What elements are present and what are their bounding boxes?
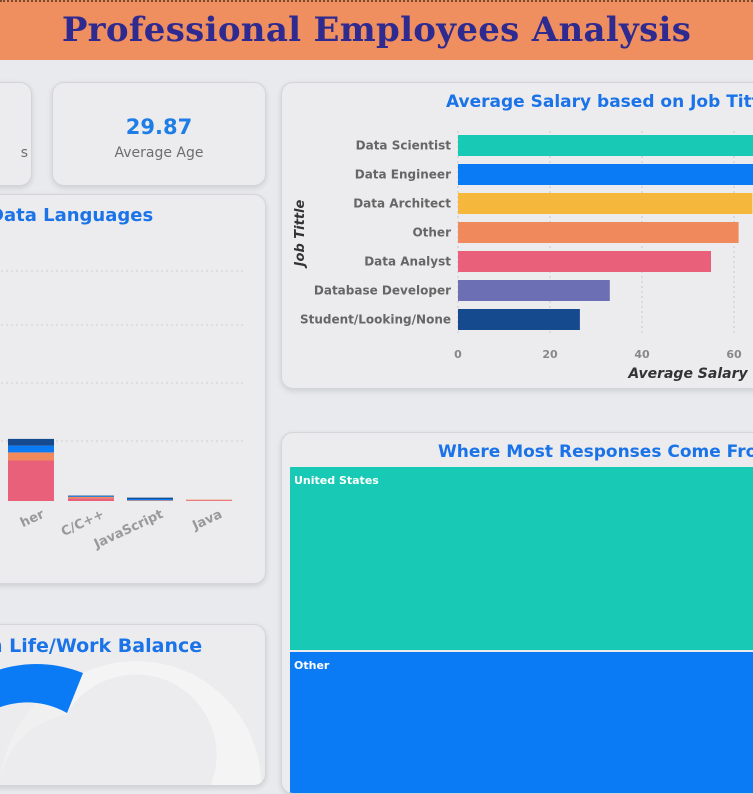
bar — [458, 193, 753, 214]
bar — [458, 251, 711, 272]
treemap-label: Other — [294, 659, 330, 672]
chart-title: Where Most Responses Come From — [438, 442, 753, 462]
stacked-bar-segment — [68, 495, 114, 497]
treemap-label: United States — [294, 474, 379, 487]
stacked-bar-segment — [68, 496, 114, 499]
chart-title: Data Languages — [0, 205, 154, 226]
treemap-tile-united-states[interactable]: United States — [290, 467, 753, 650]
stacked-bar-segment — [127, 500, 173, 501]
header-banner: Professional Employees Analysis — [0, 0, 753, 60]
languages-gridlines — [1, 270, 243, 442]
donut-segment-blue — [0, 664, 83, 713]
stacked-bar-segment — [8, 460, 54, 501]
kpi-label: s — [20, 145, 28, 161]
y-axis-title: Job Tittle — [293, 200, 308, 270]
life-work-balance-card[interactable]: n Life/Work Balance — [0, 624, 266, 786]
x-category-label: her — [18, 507, 47, 531]
x-tick-label: 40 — [634, 348, 650, 361]
salary-bars — [458, 135, 753, 330]
x-axis-title: Average Salary — [627, 366, 748, 382]
stacked-bar-segment — [8, 452, 54, 461]
kpi-value: 29.87 — [125, 115, 193, 139]
responses-origin-card[interactable]: Where Most Responses Come From United St… — [281, 432, 753, 794]
stacked-bar-segment — [68, 496, 114, 497]
category-label: Data Architect — [353, 197, 451, 211]
category-label: Data Engineer — [355, 168, 451, 182]
balance-donut — [0, 661, 262, 785]
bar — [458, 280, 610, 301]
salary-category-labels: Data Scientist Data Engineer Data Architec… — [300, 139, 451, 327]
bar — [458, 222, 739, 243]
bar — [458, 135, 753, 156]
salary-x-ticks: 0 20 40 60 — [454, 348, 742, 361]
category-label: Data Scientist — [356, 139, 452, 153]
stacked-bar-segment — [186, 500, 232, 501]
category-label: Database Developer — [314, 284, 451, 298]
treemap-tile-other[interactable]: Other — [290, 652, 753, 793]
kpi-card-average-age[interactable]: 29.87 Average Age — [52, 82, 266, 186]
chart-title: Average Salary based on Job Tittle — [446, 92, 753, 112]
category-label: Student/Looking/None — [300, 313, 451, 327]
x-tick-label: 60 — [726, 348, 742, 361]
stacked-bar-segment — [8, 445, 54, 453]
donut-segment-light — [66, 661, 262, 785]
stacked-bar-segment — [127, 497, 173, 499]
languages-bars — [8, 438, 232, 501]
kpi-label: Average Age — [114, 145, 204, 161]
category-label: Data Analyst — [364, 255, 451, 269]
page-title: Professional Employees Analysis — [61, 10, 692, 50]
languages-chart: her C/C++JavaScript Java — [1, 270, 243, 553]
x-tick-label: 20 — [542, 348, 558, 361]
bar — [458, 164, 753, 185]
stacked-bar-segment — [186, 499, 232, 501]
kpi-card-partial[interactable]: s — [0, 82, 32, 186]
bar — [458, 309, 580, 330]
stacked-bar-segment — [8, 438, 54, 446]
x-category-label: Java — [189, 507, 224, 534]
stacked-bar-segment — [68, 498, 114, 501]
salary-by-job-card[interactable]: Average Salary based on Job Tittle Job T… — [281, 82, 753, 389]
chart-title: n Life/Work Balance — [0, 635, 203, 657]
languages-x-labels: her C/C++JavaScript Java — [18, 507, 225, 553]
x-tick-label: 0 — [454, 348, 462, 361]
category-label: Other — [412, 226, 451, 240]
stacked-bar-segment — [127, 498, 173, 501]
data-languages-card[interactable]: Data Languages her C/C++ JavaScript Java — [0, 194, 266, 584]
